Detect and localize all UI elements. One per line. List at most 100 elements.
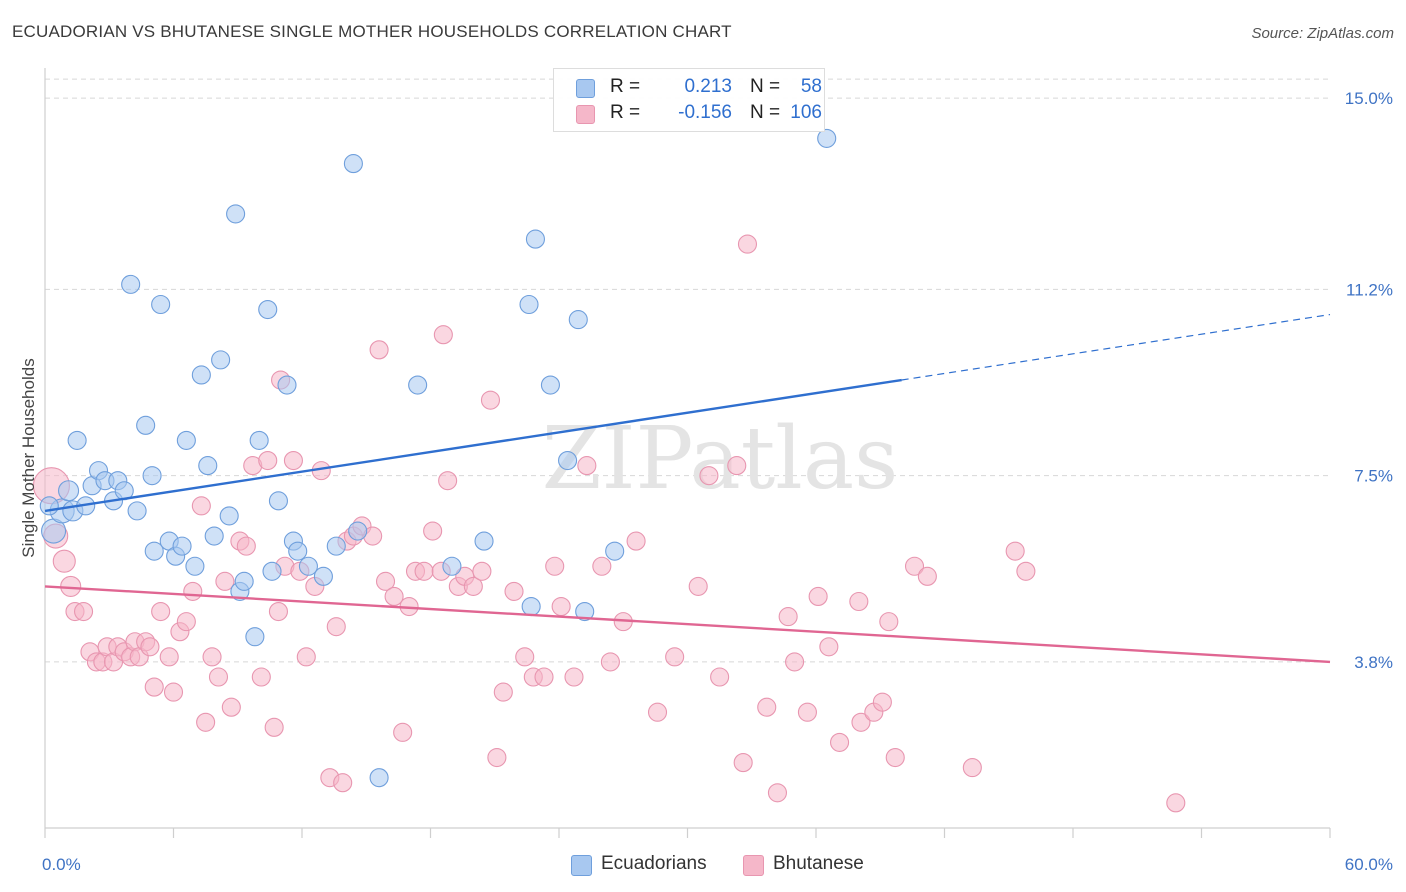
ecuadorian-point	[127, 501, 147, 521]
n-label: N =	[750, 102, 781, 123]
y-tick-label: 7.5%	[1354, 467, 1393, 486]
tick-labels: 3.8% 7.5% 11.2% 15.0% 0.0% 60.0%	[42, 89, 1393, 874]
bhutanese-point	[1016, 561, 1036, 581]
ecuadorian-point	[176, 430, 196, 450]
stats-legend: R = 0.213 N = 58 R = -0.156 N = 106	[553, 68, 825, 132]
ecuadorian-point	[67, 430, 87, 450]
ecuadorian-point	[442, 556, 462, 576]
bhutanese-point	[268, 602, 288, 622]
r-value: 0.213	[684, 76, 732, 97]
bhutanese-point	[393, 722, 413, 742]
bhutanese-point	[251, 667, 271, 687]
legend-swatch-ecuadorians	[571, 855, 592, 876]
bhutanese-point	[808, 586, 828, 607]
bhutanese-point	[917, 566, 937, 586]
bhutanese-point	[885, 747, 905, 768]
ecuadorian-point	[198, 456, 218, 476]
ecuadorian-point	[262, 561, 282, 581]
bhutanese-point	[710, 667, 730, 687]
ecuadorian-point	[817, 128, 837, 148]
bhutanese-point	[879, 612, 899, 632]
ecuadorian-point	[298, 556, 318, 576]
bhutanese-point	[423, 521, 443, 541]
trend-lines	[44, 313, 1331, 664]
ecuadorian-point	[288, 541, 308, 561]
bhutanese-point	[1166, 793, 1186, 813]
bhutanese-point	[463, 576, 483, 596]
bhutanese-point	[551, 596, 571, 617]
chart-title: ECUADORIAN VS BHUTANESE SINGLE MOTHER HO…	[12, 22, 732, 41]
ecuadorian-point	[39, 496, 59, 516]
bhutanese-point	[215, 571, 235, 591]
ecuadorian-point	[474, 531, 494, 551]
bhutanese-point	[375, 571, 396, 591]
bhutanese-trend-line	[44, 585, 1331, 664]
y-tick-label: 3.8%	[1354, 653, 1393, 672]
ecuadorian-point	[326, 536, 346, 556]
bhutanese-point	[333, 773, 353, 793]
ecuadorian-point	[249, 430, 269, 450]
bhutanese-point	[665, 647, 685, 667]
bhutanese-point	[283, 451, 303, 471]
bhutanese-point	[851, 712, 871, 732]
r-label: R =	[610, 102, 641, 123]
bhutanese-point	[564, 667, 584, 687]
ecuadorian-point	[144, 541, 164, 561]
ecuadorian-point	[121, 274, 141, 294]
bhutanese-point	[208, 667, 229, 687]
bhutanese-point	[778, 607, 798, 627]
n-value: 106	[790, 102, 822, 123]
bhutanese-point	[414, 561, 434, 581]
bhutanese-point	[221, 697, 241, 717]
bhutanese-point	[159, 647, 179, 667]
bhutanese-point	[258, 451, 278, 471]
bhutanese-point	[183, 581, 203, 601]
bhutanese-point	[733, 753, 753, 773]
r-value: -0.156	[678, 102, 732, 123]
ecuadorian-point	[142, 466, 162, 486]
bhutanese-point	[438, 471, 458, 491]
bhutanese-point	[737, 234, 758, 254]
ecuadorian-point	[525, 229, 545, 249]
bhutanese-point	[433, 325, 453, 345]
bhutanese-point	[176, 612, 196, 632]
bhutanese-point	[757, 697, 777, 717]
bhutanese-point	[727, 456, 747, 476]
ecuadorian-point	[172, 536, 192, 556]
bhutanese-point	[962, 758, 982, 778]
ecuadorian-point	[540, 375, 560, 395]
bhutanese-points	[32, 234, 1186, 813]
bhutanese-point	[504, 581, 524, 601]
legend-label-ecuadorians: Ecuadorians	[601, 853, 707, 874]
axes	[44, 68, 1331, 838]
ecuadorian-point	[245, 627, 265, 647]
ecuadorian-point	[204, 526, 224, 546]
ecuadorian-point	[58, 480, 80, 502]
bhutanese-point	[326, 617, 346, 637]
ecuadorian-point	[277, 375, 297, 395]
x-tick-label: 60.0%	[1345, 855, 1393, 874]
bhutanese-point	[600, 652, 620, 672]
swatch-ecuadorians	[576, 79, 595, 98]
y-axis-label: Single Mother Households	[19, 358, 38, 557]
bhutanese-point	[144, 677, 164, 697]
bhutanese-point	[767, 783, 788, 803]
bhutanese-point	[534, 667, 554, 687]
bhutanese-point	[797, 702, 817, 722]
ecuadorian-point	[575, 602, 595, 622]
ecuadorian-point	[348, 521, 368, 541]
bhutanese-point	[785, 652, 805, 672]
bhutanese-point	[191, 496, 211, 516]
watermark: ZIPatlas	[542, 409, 898, 509]
ecuadorian-point	[151, 294, 171, 315]
ecuadorian-point	[343, 154, 363, 174]
bhutanese-point	[819, 637, 839, 657]
legend-label-bhutanese: Bhutanese	[773, 853, 864, 874]
source-label: Source: ZipAtlas.com	[1251, 25, 1394, 42]
bhutanese-point	[830, 732, 850, 752]
bhutanese-point	[384, 586, 404, 607]
bhutanese-point	[904, 556, 925, 576]
ecuadorian-trend-line	[44, 378, 902, 513]
ecuadorian-trend-extension	[901, 313, 1331, 381]
legend-swatch-bhutanese	[743, 855, 764, 876]
